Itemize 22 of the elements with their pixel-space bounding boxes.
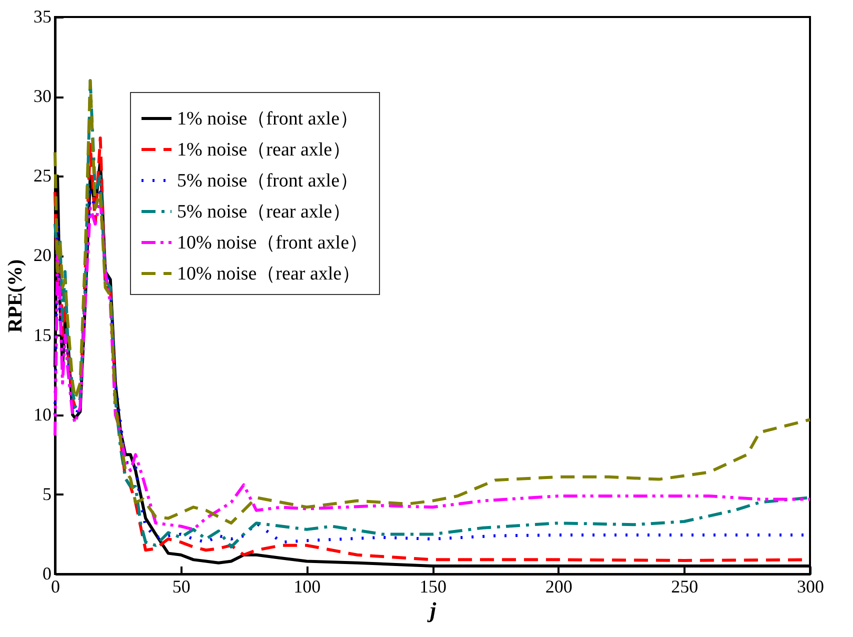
x-tick-label: 50 [172, 576, 190, 596]
y-tick-label: 10 [34, 404, 52, 424]
legend-label: 10% noise（rear axle） [177, 264, 361, 284]
x-axis-title: j [426, 598, 437, 622]
legend-label: 5% noise（rear axle） [177, 202, 352, 222]
legend-label: 10% noise（front axle） [177, 232, 368, 254]
y-tick-label: 20 [34, 245, 52, 266]
x-tick-label: 250 [671, 576, 698, 596]
x-tick-label: 150 [420, 576, 446, 596]
y-tick-label: 30 [34, 86, 52, 106]
legend-label: 1% noise（rear axle） [177, 140, 352, 160]
y-tick-label: 0 [42, 564, 52, 584]
y-tick-label: 35 [34, 6, 52, 26]
x-tick-label: 300 [797, 576, 824, 596]
x-tick-label: 200 [545, 576, 572, 596]
y-tick-label: 25 [34, 166, 52, 186]
legend-label: 5% noise（front axle） [177, 170, 359, 192]
y-tick-label: 5 [42, 484, 52, 504]
legend-label: 1% noise（front axle） [177, 108, 359, 130]
x-tick-label: 100 [294, 576, 321, 596]
y-axis-title: RPE(%) [4, 259, 26, 333]
y-tick-label: 15 [34, 324, 52, 345]
